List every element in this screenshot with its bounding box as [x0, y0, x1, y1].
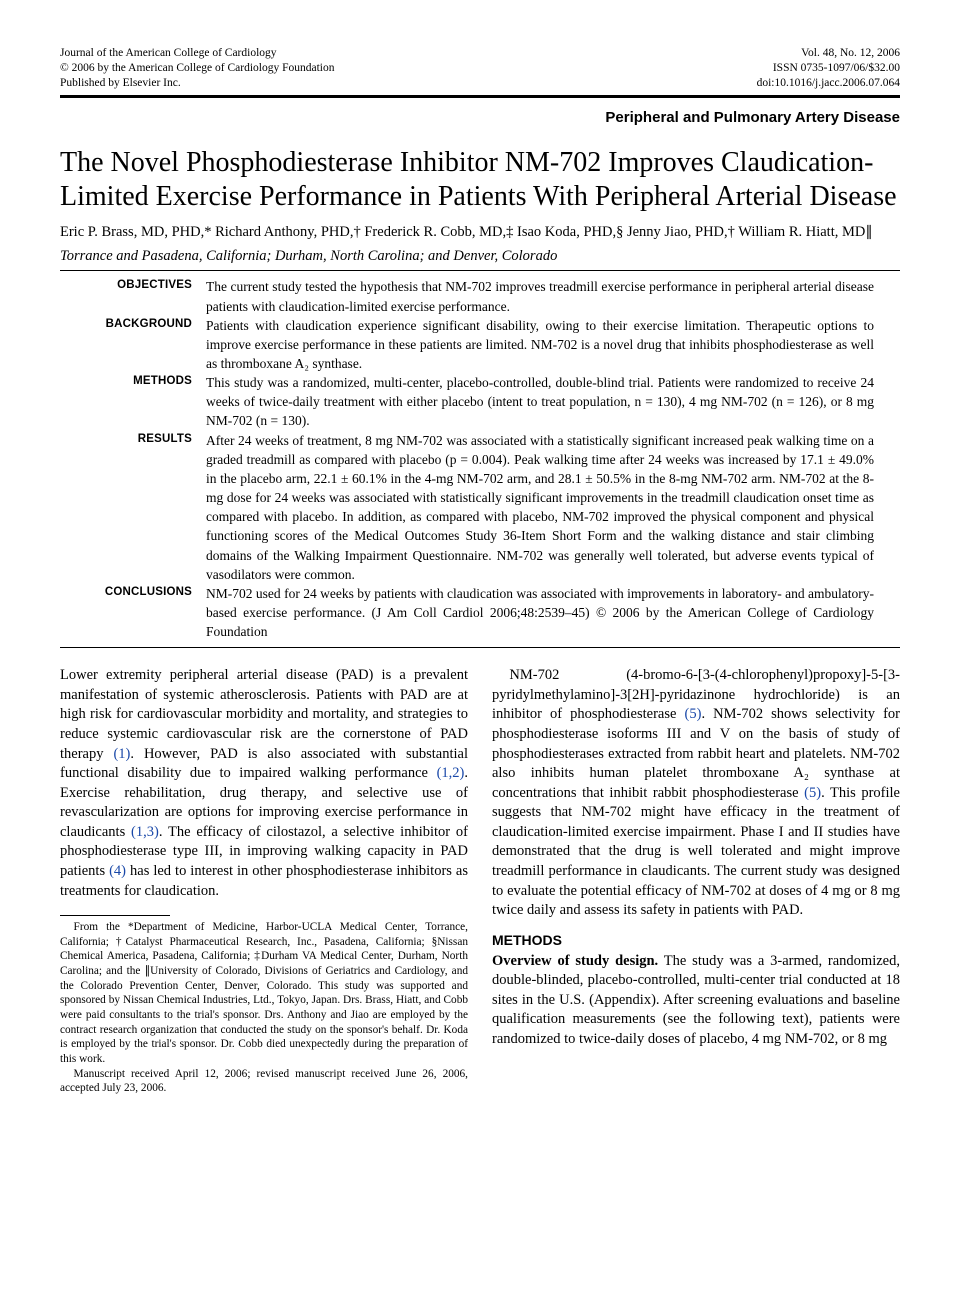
citation-4[interactable]: (4) [109, 863, 126, 879]
footnote-rule [60, 915, 170, 916]
publisher-line: Published by Elsevier Inc. [60, 76, 334, 91]
body-columns: Lower extremity peripheral arterial dise… [60, 666, 900, 1096]
citation-1[interactable]: (1) [113, 746, 130, 762]
affiliation-line: Torrance and Pasadena, California; Durha… [60, 247, 900, 267]
article-title: The Novel Phosphodiesterase Inhibitor NM… [60, 146, 900, 213]
intro-paragraph-1: Lower extremity peripheral arterial dise… [60, 666, 468, 901]
structured-abstract: OBJECTIVES The current study tested the … [60, 277, 900, 641]
journal-name: Journal of the American College of Cardi… [60, 46, 334, 61]
abstract-results: After 24 weeks of treatment, 8 mg NM-702… [206, 431, 874, 584]
running-header: Journal of the American College of Cardi… [60, 46, 900, 91]
doi-line: doi:10.1016/j.jacc.2006.07.064 [757, 76, 900, 91]
abstract-methods: This study was a randomized, multi-cente… [206, 373, 874, 430]
abstract-objectives: The current study tested the hypothesis … [206, 277, 874, 315]
header-right: Vol. 48, No. 12, 2006 ISSN 0735-1097/06/… [757, 46, 900, 91]
methods-heading: METHODS [492, 931, 900, 950]
methods-runin-head: Overview of study design. [492, 953, 658, 969]
affiliation-footnote: From the *Department of Medicine, Harbor… [60, 920, 468, 1067]
section-tag: Peripheral and Pulmonary Artery Disease [60, 108, 900, 128]
left-column: Lower extremity peripheral arterial dise… [60, 666, 468, 1096]
abstract-label-conclusions: CONCLUSIONS [86, 584, 206, 641]
abstract-label-background: BACKGROUND [86, 316, 206, 373]
manuscript-dates-footnote: Manuscript received April 12, 2006; revi… [60, 1067, 468, 1096]
intro-paragraph-2: NM-702 (4-bromo-6-[3-(4-chlorophenyl)pro… [492, 666, 900, 920]
abstract-label-methods: METHODS [86, 373, 206, 430]
citation-5a[interactable]: (5) [685, 706, 702, 722]
citation-1-3[interactable]: (1,3) [131, 824, 159, 840]
abstract-label-results: RESULTS [86, 431, 206, 584]
citation-5b[interactable]: (5) [804, 785, 821, 801]
header-left: Journal of the American College of Cardi… [60, 46, 334, 91]
author-list: Eric P. Brass, MD, PHD,* Richard Anthony… [60, 223, 900, 243]
volume-issue: Vol. 48, No. 12, 2006 [757, 46, 900, 61]
right-column: NM-702 (4-bromo-6-[3-(4-chlorophenyl)pro… [492, 666, 900, 1096]
title-rule-bottom [60, 270, 900, 271]
abstract-rule-bottom [60, 647, 900, 648]
issn-line: ISSN 0735-1097/06/$32.00 [757, 61, 900, 76]
abstract-label-objectives: OBJECTIVES [86, 277, 206, 315]
citation-1-2[interactable]: (1,2) [437, 765, 465, 781]
abstract-conclusions: NM-702 used for 24 weeks by patients wit… [206, 584, 874, 641]
methods-paragraph-1: Overview of study design. The study was … [492, 952, 900, 1050]
copyright-line: © 2006 by the American College of Cardio… [60, 61, 334, 76]
header-rule [60, 95, 900, 98]
abstract-background: Patients with claudication experience si… [206, 316, 874, 373]
